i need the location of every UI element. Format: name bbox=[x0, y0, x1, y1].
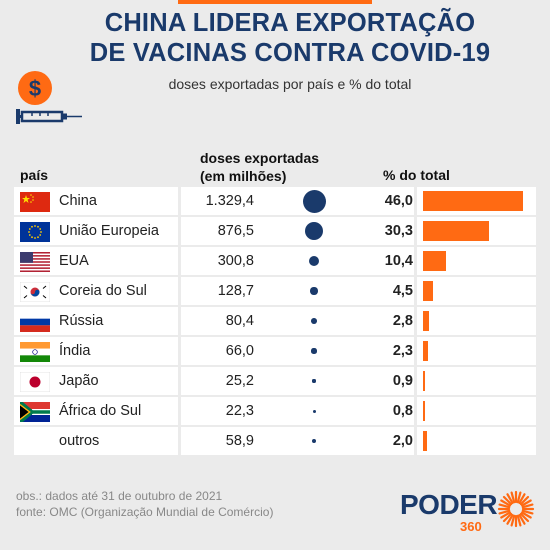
svg-text:$: $ bbox=[29, 76, 41, 101]
pct-value: 0,9 bbox=[392, 373, 413, 389]
country-name: Índia bbox=[59, 343, 91, 359]
doses-value: 1.329,4 bbox=[205, 193, 254, 209]
country-name: União Europeia bbox=[59, 223, 159, 239]
doses-bubble bbox=[311, 438, 317, 444]
doses-bubble bbox=[304, 221, 324, 241]
pct-bar bbox=[423, 221, 489, 241]
pct-value: 2,0 bbox=[392, 433, 413, 449]
pct-bar bbox=[423, 371, 425, 391]
doses-value: 22,3 bbox=[225, 403, 254, 419]
india-flag-icon bbox=[20, 342, 50, 362]
table-row: Coreia do Sul 128,7 4,5 bbox=[14, 277, 536, 305]
country-name: Coreia do Sul bbox=[59, 283, 147, 299]
chart-title-line1: CHINA LIDERA EXPORTAÇÃO bbox=[104, 9, 476, 37]
header-doses-line1: doses exportadas bbox=[200, 150, 320, 166]
doses-bubble bbox=[311, 348, 317, 354]
header-doses-line2: (em milhões) bbox=[200, 168, 287, 184]
pct-bar bbox=[423, 251, 446, 271]
doses-bubble bbox=[302, 189, 326, 213]
country-name: África do Sul bbox=[59, 403, 142, 419]
chart-subtitle: doses exportadas por país e % do total bbox=[168, 76, 412, 92]
china-flag-icon bbox=[20, 192, 50, 212]
chart-title-line2: DE VACINAS CONTRA COVID-19 bbox=[89, 39, 491, 67]
sunburst-icon bbox=[497, 490, 535, 528]
note-text: obs.: dados até 31 de outubro de 2021 bbox=[16, 489, 223, 503]
doses-bubble bbox=[310, 287, 318, 295]
pct-bar bbox=[423, 191, 523, 211]
doses-bubble bbox=[312, 409, 316, 413]
table-row: União Europeia 876,5 30,3 bbox=[14, 217, 536, 245]
doses-bubble bbox=[308, 255, 320, 267]
table-row: outros 58,9 2,0 bbox=[14, 427, 536, 455]
source-text: fonte: OMC (Organização Mundial de Comér… bbox=[16, 505, 274, 519]
doses-bubble bbox=[311, 318, 317, 324]
money-syringe-icon: $ bbox=[16, 71, 82, 124]
pct-value: 4,5 bbox=[392, 283, 413, 299]
poder360-logo: PODER 360 bbox=[400, 485, 536, 535]
logo-text: PODER bbox=[400, 489, 498, 520]
logo-subtext: 360 bbox=[460, 519, 482, 534]
doses-value: 58,9 bbox=[225, 433, 254, 449]
pct-bar bbox=[423, 281, 433, 301]
pct-value: 10,4 bbox=[384, 253, 413, 269]
doses-value: 300,8 bbox=[217, 253, 254, 269]
table-row: Índia 66,0 2,3 bbox=[14, 337, 536, 365]
usa-flag-icon bbox=[20, 252, 50, 272]
column-divider bbox=[414, 187, 417, 456]
country-name: Rússia bbox=[59, 313, 104, 329]
doses-value: 876,5 bbox=[217, 223, 254, 239]
doses-value: 66,0 bbox=[225, 343, 254, 359]
south-africa-flag-icon bbox=[20, 402, 50, 422]
pct-bar bbox=[423, 311, 430, 331]
header-country: país bbox=[20, 167, 49, 183]
table-row: EUA 300,8 10,4 bbox=[14, 247, 536, 275]
table-row: Rússia 80,4 2,8 bbox=[14, 307, 536, 335]
south-korea-flag-icon bbox=[20, 282, 50, 302]
doses-value: 25,2 bbox=[225, 373, 254, 389]
russia-flag-icon bbox=[20, 312, 50, 332]
pct-value: 2,8 bbox=[392, 313, 413, 329]
pct-value: 46,0 bbox=[384, 193, 413, 209]
doses-bubble bbox=[312, 379, 316, 383]
table-row: Japão 25,2 0,9 bbox=[14, 367, 536, 395]
pct-bar bbox=[423, 341, 428, 361]
country-name: EUA bbox=[59, 253, 89, 269]
header-pct: % do total bbox=[383, 167, 450, 183]
table-row: China 1.329,4 46,0 bbox=[14, 187, 536, 215]
doses-value: 80,4 bbox=[225, 313, 254, 329]
pct-bar bbox=[423, 401, 425, 421]
pct-value: 0,8 bbox=[392, 403, 413, 419]
pct-value: 30,3 bbox=[384, 223, 413, 239]
japan-flag-icon bbox=[20, 372, 50, 392]
country-name: Japão bbox=[59, 373, 99, 389]
top-accent-bar bbox=[178, 0, 372, 4]
country-name: outros bbox=[59, 433, 100, 449]
pct-bar bbox=[423, 431, 428, 451]
column-divider bbox=[178, 187, 181, 456]
doses-value: 128,7 bbox=[217, 283, 254, 299]
eu-flag-icon bbox=[20, 222, 50, 242]
pct-value: 2,3 bbox=[392, 343, 413, 359]
country-name: China bbox=[59, 193, 97, 209]
table-row: África do Sul 22,3 0,8 bbox=[14, 397, 536, 425]
